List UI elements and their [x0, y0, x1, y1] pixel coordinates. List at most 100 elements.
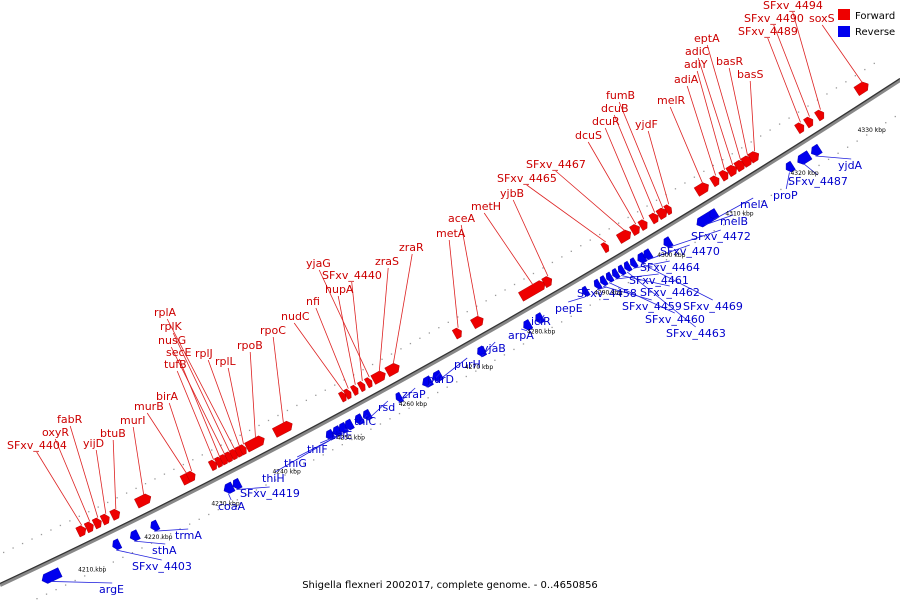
- position-dot: [627, 281, 630, 284]
- gene-sfxv-4465-forward: [600, 242, 610, 254]
- position-dot: [59, 524, 62, 527]
- label-dcus: dcuS: [575, 129, 602, 142]
- label-basr: basR: [716, 55, 743, 68]
- gene-pepe-reverse: [581, 285, 591, 297]
- leader-sfxv-4494: [792, 11, 821, 110]
- label-sfxv-4490: SFxv_4490: [744, 12, 804, 25]
- leader-melr: [669, 106, 704, 184]
- position-dot: [760, 135, 762, 137]
- position-dot: [88, 511, 90, 513]
- gene-trma-reverse: [150, 519, 161, 532]
- position-dot: [12, 547, 14, 549]
- gene-adia-forward: [709, 175, 720, 188]
- position-dot: [116, 497, 118, 499]
- leader-purd: [426, 372, 441, 388]
- gene-purd-reverse: [422, 375, 434, 388]
- position-dot: [419, 337, 421, 339]
- position-dot: [580, 245, 582, 247]
- gene-sfxv-4472-reverse: [663, 236, 674, 248]
- label-sfxv-4462: SFxv_4462: [640, 286, 700, 299]
- label-yjbb: yjbB: [500, 187, 524, 200]
- label-melr: melR: [657, 94, 686, 107]
- position-dot: [885, 122, 887, 124]
- leader-fumb: [618, 101, 664, 209]
- leader-yjda: [815, 155, 852, 160]
- gene-sfxv-4487-reverse: [797, 150, 813, 165]
- scale-tick-label: 4320 kbp: [790, 170, 818, 177]
- leader-arge: [51, 581, 113, 584]
- position-dots: [3, 62, 896, 600]
- gene-sfxv-4462-reverse: [617, 264, 627, 276]
- genome-axis-line: [0, 77, 900, 585]
- gene-yjda-reverse: [811, 143, 823, 156]
- position-dot: [713, 230, 715, 232]
- position-dot: [381, 358, 383, 360]
- position-dot: [769, 129, 771, 131]
- label-yijd: yijD: [83, 437, 104, 450]
- leader-oxyr: [54, 438, 91, 522]
- gene-acea-forward: [470, 315, 484, 330]
- position-dot: [826, 93, 828, 95]
- position-dot: [322, 454, 324, 456]
- gene-adic-forward: [725, 164, 738, 178]
- position-dot: [78, 515, 80, 517]
- position-dot: [217, 508, 219, 511]
- position-dot: [50, 529, 52, 531]
- leader-sfxv-4419: [236, 486, 270, 490]
- position-dot: [513, 283, 516, 286]
- position-dot: [541, 332, 544, 334]
- gene-meth-forward: [518, 280, 546, 302]
- legend-reverse-swatch: [838, 26, 850, 37]
- gene-sfxv-4494-forward: [814, 109, 825, 122]
- leader-muri: [132, 426, 145, 496]
- position-dot: [732, 218, 734, 220]
- position-dot: [627, 216, 629, 219]
- leader-arpa: [521, 328, 528, 332]
- position-dot: [503, 354, 506, 356]
- position-dot: [637, 276, 639, 278]
- label-sfxv-4460: SFxv_4460: [645, 313, 705, 326]
- gene-sfxv-4469-reverse: [637, 251, 648, 264]
- gene-nfi-forward: [343, 388, 352, 400]
- leader-thic: [358, 414, 368, 426]
- leader-yjab: [480, 341, 496, 358]
- position-dot: [400, 348, 402, 350]
- leader-sfxv-4460: [608, 282, 675, 314]
- gene-dcur-forward: [637, 219, 648, 231]
- leader-sfxv-4464: [633, 260, 670, 269]
- position-dot: [646, 270, 649, 272]
- leader-sfxv-4404: [36, 451, 83, 526]
- leader-rpob: [249, 351, 256, 439]
- position-dot: [599, 233, 601, 236]
- position-dot: [258, 424, 260, 427]
- leader-sfxv-4472: [667, 229, 721, 249]
- position-dot: [370, 428, 372, 430]
- leader-sfxv-4463: [626, 271, 696, 328]
- label-nudc: nudC: [281, 310, 310, 323]
- position-dot: [84, 575, 86, 577]
- label-yjdf: yjdF: [635, 118, 658, 131]
- position-dot: [561, 256, 563, 258]
- leader-soxs: [821, 24, 863, 83]
- position-dot: [103, 566, 105, 568]
- leader-sfxv-4487: [803, 163, 818, 176]
- leader-bira: [168, 402, 193, 472]
- gene-sfxv-4489-forward: [794, 122, 805, 134]
- position-dot: [305, 399, 307, 402]
- position-dot: [446, 386, 448, 388]
- leader-yjdf: [647, 130, 670, 205]
- label-zrar: zraR: [399, 241, 424, 254]
- position-dot: [409, 342, 412, 345]
- position-dot: [466, 310, 468, 313]
- position-dot: [267, 419, 270, 422]
- position-dot: [389, 418, 391, 420]
- gene-yjab-reverse: [477, 345, 488, 358]
- position-dot: [894, 115, 896, 118]
- position-dot: [198, 518, 200, 520]
- gene-sfxv-4470-reverse: [643, 248, 654, 260]
- gene-fumb-forward: [655, 207, 668, 220]
- label-sfxv-4494: SFxv_4494: [763, 0, 823, 12]
- leader-zrar: [392, 253, 413, 365]
- position-dot: [315, 394, 317, 396]
- gene-melr-forward: [693, 182, 709, 197]
